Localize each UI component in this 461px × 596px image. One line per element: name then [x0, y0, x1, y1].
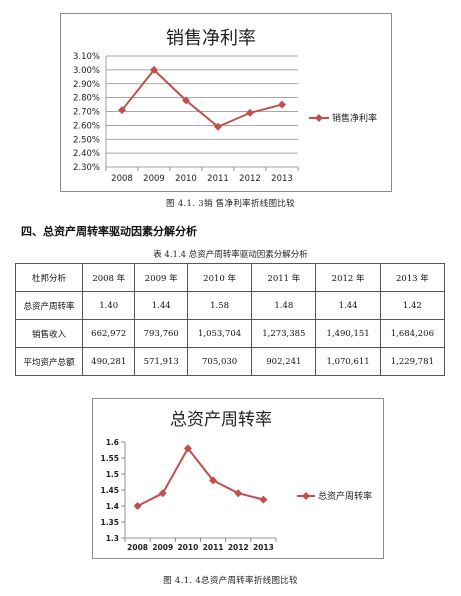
legend-label: 销售净利率 [332, 112, 377, 124]
x-tick-label: 2012 [228, 543, 249, 552]
x-tick-label: 2008 [127, 543, 148, 552]
series-line [137, 446, 264, 507]
y-tick-label: 1.45 [100, 486, 119, 495]
column-header: 2013 年 [379, 263, 446, 292]
x-tick-label: 2013 [253, 543, 274, 552]
section-heading: 四、总资产周转率驱动因素分解分析 [21, 225, 197, 238]
legend-marker [302, 492, 310, 500]
table-cell: 1.40 [81, 291, 136, 320]
net-profit-margin-chart-svg: 销售净利率 3.10% 3.00% 2.90% 2.80% 2.70% 2.60% 2.50… [73, 28, 377, 184]
net-profit-margin-chart: 销售净利率 3.10% 3.00% 2.90% 2.80% 2.70% 2.60% 2.50… [60, 13, 392, 192]
table-cell: 1.44 [315, 291, 381, 320]
data-point [234, 489, 243, 498]
table-cell: 1,053,704 [186, 319, 253, 348]
table-cell: 571,913 [134, 347, 188, 376]
x-tick-label: 2009 [152, 543, 173, 552]
table-cell: 490,281 [81, 347, 136, 376]
legend-label: 总资产周转率 [318, 490, 372, 502]
data-point [118, 106, 126, 115]
table-cell: 662,972 [81, 319, 136, 348]
y-tick-label: 2.40% [73, 149, 100, 159]
column-header: 杜邦分析 [15, 263, 83, 292]
series-line [121, 68, 283, 128]
data-point [246, 108, 254, 117]
x-tick-label: 2011 [203, 543, 224, 552]
table-cell: 902,241 [251, 347, 317, 376]
table-cell: 1.48 [251, 291, 317, 320]
dupont-table: 杜邦分析 2008 年 2009 年 2010 年 2011 年 2012 年 … [15, 263, 446, 376]
table-cell: 1.44 [134, 291, 188, 320]
table-row: 总资产周转率 1.40 1.44 1.58 1.48 1.44 1.42 [15, 291, 446, 320]
table-cell: 1.58 [186, 291, 253, 320]
y-tick-label: 2.50% [73, 135, 100, 145]
data-point [158, 489, 167, 498]
table-cell: 705,030 [186, 347, 253, 376]
x-tick-label: 2009 [143, 174, 165, 184]
y-tick-label: 3.00% [73, 66, 100, 76]
y-tick-label: 3.10% [73, 52, 100, 62]
x-tick-label: 2012 [239, 174, 261, 184]
figure-caption: 图 4.1. 3销 售净利率折线图比较 [166, 199, 295, 209]
row-label: 总资产周转率 [15, 291, 83, 320]
column-header: 2012 年 [315, 263, 381, 292]
column-header: 2010 年 [186, 263, 253, 292]
y-tick-label: 1.6 [106, 438, 119, 447]
data-point [150, 65, 158, 74]
table-cell: 793,760 [134, 319, 188, 348]
data-point [133, 502, 142, 510]
row-label: 平均资产总额 [15, 347, 83, 376]
x-tick-label: 2010 [175, 174, 197, 184]
table-title: 表 4.1.4 总资产周转率驱动因素分解分析 [153, 250, 308, 260]
legend-marker [315, 114, 323, 122]
data-point [182, 96, 190, 105]
y-tick-label: 1.4 [106, 502, 119, 511]
x-tick-label: 2008 [111, 174, 133, 184]
figure-caption: 图 4.1. 4总资产周转率折线图比较 [163, 576, 298, 586]
y-tick-label: 2.70% [73, 108, 100, 118]
asset-turnover-chart-svg: 总资产周转率 1.6 1.55 1.5 1.45 1.4 1.35 1.3 2008 2009… [100, 410, 372, 552]
table-header-row: 杜邦分析 2008 年 2009 年 2010 年 2011 年 2012 年 … [15, 263, 446, 292]
table-cell: 1,490,151 [315, 319, 381, 348]
table-cell: 1,273,385 [251, 319, 317, 348]
table-cell: 1,070,611 [315, 347, 381, 376]
data-point [278, 100, 286, 109]
data-point [209, 476, 218, 485]
table-cell: 1.42 [379, 291, 446, 320]
y-tick-label: 2.30% [73, 163, 100, 173]
y-tick-label: 2.80% [73, 94, 100, 104]
y-tick-label: 1.55 [100, 454, 119, 463]
table-row: 销售收入 662,972 793,760 1,053,704 1,273,385… [15, 319, 446, 348]
column-header: 2008 年 [81, 263, 136, 292]
table-cell: 1,684,206 [379, 319, 446, 348]
chart-title: 总资产周转率 [170, 410, 272, 430]
data-point [259, 495, 268, 504]
row-label: 销售收入 [15, 319, 83, 348]
x-tick-label: 2011 [207, 174, 229, 184]
table-cell: 1,229,781 [379, 347, 446, 376]
data-point [214, 122, 222, 131]
x-tick-label: 2013 [271, 174, 293, 184]
y-tick-label: 2.60% [73, 121, 100, 131]
data-point [183, 444, 192, 453]
table-row: 平均资产总额 490,281 571,913 705,030 902,241 1… [15, 347, 446, 376]
y-tick-label: 2.90% [73, 80, 100, 90]
chart-title: 销售净利率 [166, 28, 256, 49]
y-tick-label: 1.3 [106, 534, 119, 543]
y-tick-label: 1.5 [106, 470, 119, 479]
column-header: 2009 年 [134, 263, 188, 292]
column-header: 2011 年 [251, 263, 317, 292]
x-tick-label: 2010 [177, 543, 198, 552]
y-tick-label: 1.35 [100, 518, 119, 527]
asset-turnover-chart: 总资产周转率 1.6 1.55 1.5 1.45 1.4 1.35 1.3 2008 2009… [92, 398, 384, 559]
